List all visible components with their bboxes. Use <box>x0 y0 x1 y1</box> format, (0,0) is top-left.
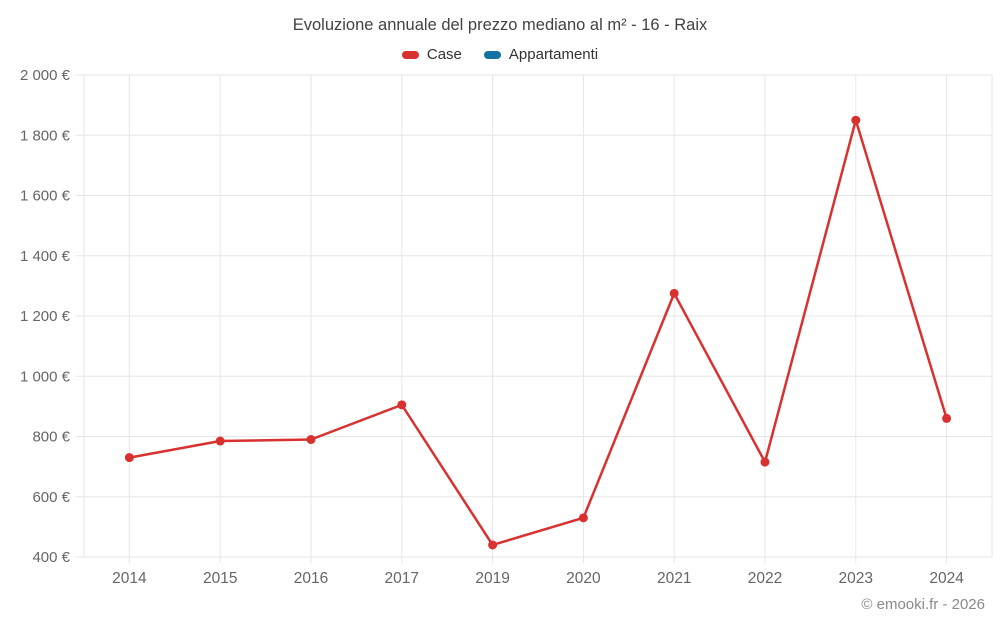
case-data-point[interactable] <box>215 436 225 446</box>
x-axis-tick-label: 2019 <box>475 570 509 587</box>
appartamenti-legend-swatch-icon <box>483 50 501 59</box>
case-data-point[interactable] <box>397 400 407 410</box>
case-legend-swatch-icon <box>401 50 419 59</box>
attribution-text: © emooki.fr - 2026 <box>861 596 985 613</box>
legend-item-label: Case <box>426 46 462 63</box>
y-axis-tick-label: 600 € <box>32 489 70 506</box>
case-data-point[interactable] <box>306 435 316 445</box>
case-data-point[interactable] <box>942 413 952 423</box>
x-axis-tick-label: 2015 <box>203 570 237 587</box>
case-series-line <box>128 118 948 547</box>
x-axis-tick-label: 2024 <box>929 570 964 587</box>
x-axis-tick-label: 2016 <box>294 570 328 587</box>
case-data-point[interactable] <box>669 288 679 298</box>
x-axis-tick-label: 2021 <box>657 570 691 587</box>
x-axis-tick-label: 2017 <box>385 570 419 587</box>
legend-item-appartamenti[interactable]: Appartamenti <box>483 46 599 63</box>
legend-item-case[interactable]: Case <box>401 46 462 63</box>
y-axis-tick-label: 2 000 € <box>20 67 71 84</box>
y-axis-tick-label: 400 € <box>32 549 70 566</box>
y-axis-tick-label: 1 600 € <box>20 188 71 205</box>
legend-item-label: Appartamenti <box>508 46 599 63</box>
x-axis-tick-label: 2020 <box>566 570 601 587</box>
case-data-point[interactable] <box>760 457 770 467</box>
case-data-point[interactable] <box>124 453 134 463</box>
case-data-point[interactable] <box>488 540 498 550</box>
chart-legend: Case Appartamenti <box>0 46 1000 63</box>
y-axis-tick-label: 1 200 € <box>20 308 71 325</box>
chart-title: Evoluzione annuale del prezzo mediano al… <box>292 16 708 34</box>
y-axis-tick-label: 1 400 € <box>20 248 71 265</box>
case-data-point[interactable] <box>578 513 588 523</box>
case-data-point[interactable] <box>851 115 861 125</box>
x-axis-tick-label: 2023 <box>839 570 873 587</box>
x-axis-tick-label: 2022 <box>748 570 782 587</box>
y-axis-tick-label: 1 000 € <box>20 368 71 385</box>
y-axis-tick-label: 1 800 € <box>20 127 71 144</box>
x-axis-tick-label: 2014 <box>112 570 147 587</box>
y-axis-tick-label: 800 € <box>32 429 70 446</box>
